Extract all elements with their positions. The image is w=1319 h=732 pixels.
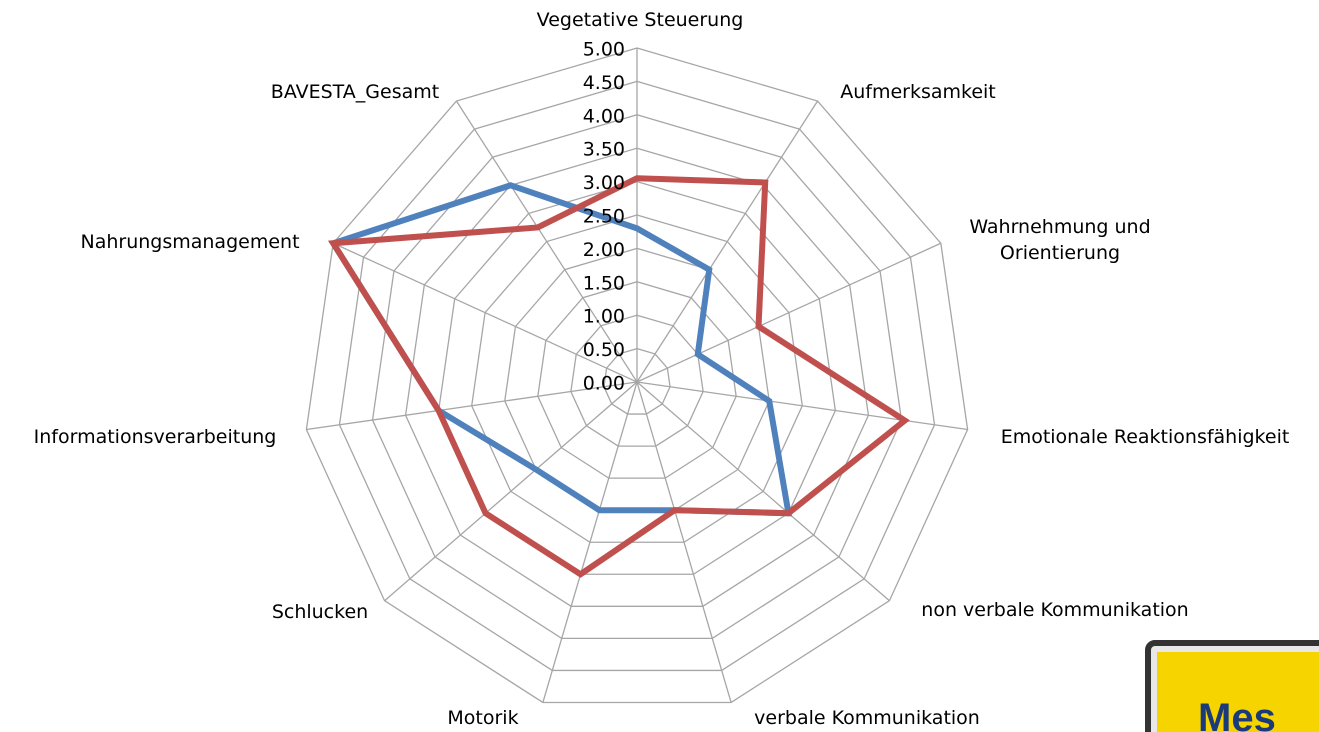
spoke <box>332 242 638 383</box>
category-label: Vegetative Steuerung <box>536 9 744 31</box>
spoke <box>636 381 968 431</box>
category-label: BAVESTA_Gesamt <box>270 81 440 103</box>
y-tick-label: 4.50 <box>583 72 625 94</box>
series-line <box>327 175 910 578</box>
spoke <box>384 381 638 602</box>
grid-ring <box>371 114 903 640</box>
grid-ring <box>570 314 704 447</box>
grid-ring <box>404 147 870 607</box>
y-tick-label: 3.00 <box>583 172 625 194</box>
category-label: Aufmerksamkeit <box>840 81 996 103</box>
grid-ring <box>471 214 803 543</box>
category-label: verbale Kommunikation <box>754 707 980 729</box>
spoke <box>636 242 942 383</box>
y-tick-label: 2.50 <box>583 206 625 228</box>
y-tick-label: 0.50 <box>583 339 625 361</box>
y-tick-label: 5.00 <box>583 39 625 61</box>
grid-ring <box>305 47 969 704</box>
category-label: Wahrnehmung und Orientierung <box>969 216 1151 264</box>
spoke <box>636 381 890 602</box>
y-tick-label: 2.00 <box>583 239 625 261</box>
spoke <box>636 100 819 383</box>
grid-ring <box>338 80 936 672</box>
spoke <box>455 100 638 383</box>
grid-ring <box>537 281 737 479</box>
grid-ring <box>603 347 671 415</box>
grid-ring <box>437 180 837 575</box>
category-label: Emotionale Reaktionsfähigkeit <box>1000 426 1290 448</box>
badge-sign <box>1145 640 1319 732</box>
category-label: Nahrungsmanagement <box>80 231 300 253</box>
y-tick-label: 0.00 <box>583 373 625 395</box>
y-tick-label: 1.00 <box>583 306 625 328</box>
series-line <box>328 182 793 517</box>
category-label: Informationsverarbeitung <box>33 426 277 448</box>
spoke <box>306 381 638 431</box>
category-label: non verbale Kommunikation <box>921 599 1189 621</box>
y-tick-label: 1.50 <box>583 272 625 294</box>
badge-text: Mes <box>1198 696 1276 732</box>
category-label: Motorik <box>447 707 519 729</box>
category-label: Schlucken <box>271 601 369 623</box>
y-tick-label: 4.00 <box>583 105 625 127</box>
spoke <box>636 381 732 703</box>
y-tick-label: 3.50 <box>583 139 625 161</box>
spoke <box>542 381 638 703</box>
